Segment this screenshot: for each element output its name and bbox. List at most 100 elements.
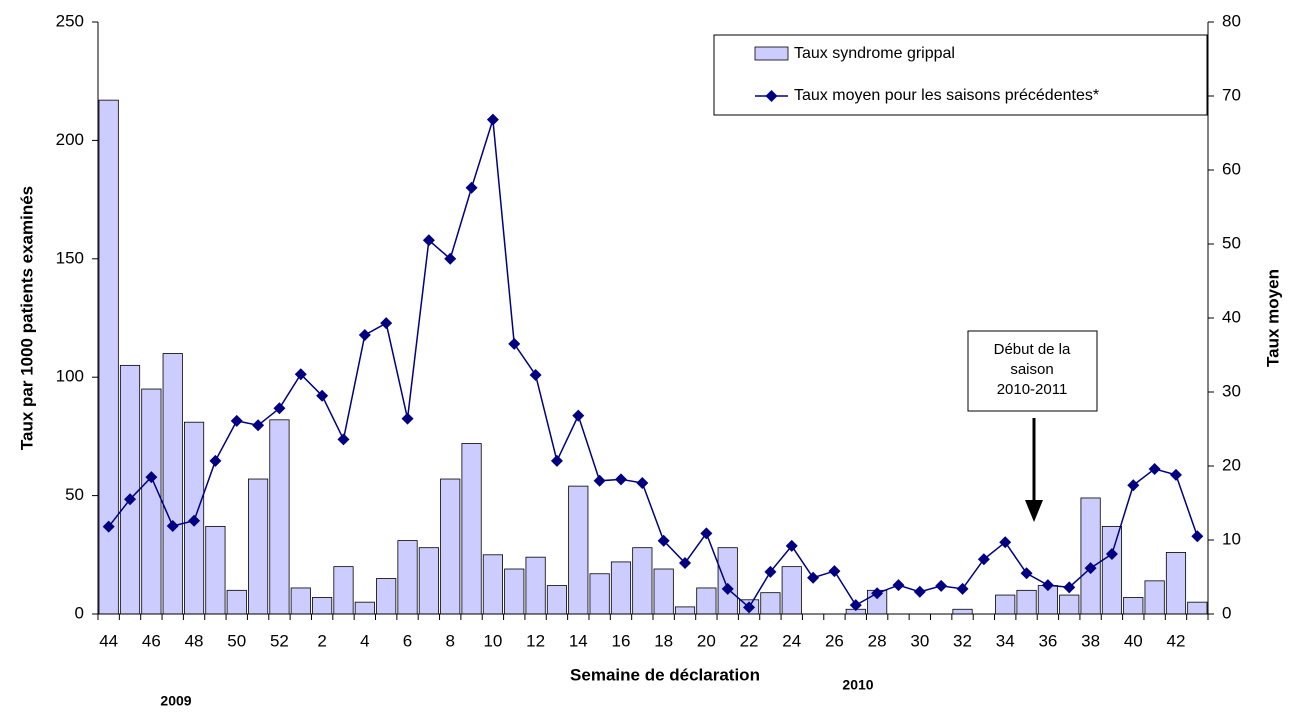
bar (418, 547, 439, 615)
line-marker (956, 582, 969, 595)
y-axis-label: Taux par 1000 patients examinés (17, 186, 36, 450)
bar (1080, 497, 1101, 615)
bar (162, 353, 183, 615)
line-marker (1084, 562, 1097, 575)
line-marker (252, 419, 265, 432)
line-marker (807, 571, 820, 584)
x-tick-label: 2 (317, 631, 326, 650)
line-marker (1148, 462, 1161, 475)
bar (504, 568, 525, 615)
x-tick-label: 22 (740, 631, 759, 650)
line-marker (828, 565, 841, 578)
annotation-text: saison (1010, 361, 1053, 378)
y-tick-label: 200 (56, 130, 84, 149)
x-tick-label: 44 (99, 631, 118, 650)
line-marker (209, 454, 222, 467)
line-marker (679, 556, 692, 569)
line-marker (508, 337, 521, 350)
bar (589, 573, 610, 615)
bar (354, 601, 375, 615)
line-marker (124, 493, 137, 506)
bar (226, 589, 247, 615)
y2-tick-label: 20 (1222, 455, 1241, 474)
bar (1123, 597, 1144, 615)
x-tick-label: 40 (1124, 631, 1143, 650)
line-marker (849, 599, 862, 612)
bar (141, 388, 162, 615)
line-marker (593, 474, 606, 487)
y2-tick-label: 50 (1222, 233, 1241, 252)
line-marker (977, 553, 990, 566)
x-tick-label: 32 (953, 631, 972, 650)
x-tick-label: 8 (445, 631, 454, 650)
x-tick-label: 24 (782, 631, 801, 650)
line-marker (337, 433, 350, 446)
y2-tick-label: 30 (1222, 381, 1241, 400)
line-marker (657, 534, 670, 547)
line-marker (273, 402, 286, 415)
line-marker (166, 519, 179, 532)
line-marker (102, 520, 115, 533)
line-marker (380, 317, 393, 330)
x-tick-label: 12 (526, 631, 545, 650)
bar (674, 606, 696, 615)
x-tick-label: 20 (697, 631, 716, 650)
line (108, 119, 1199, 609)
bar (1059, 594, 1080, 615)
line-marker (743, 601, 756, 614)
bar (1144, 580, 1165, 615)
line-marker (700, 527, 713, 540)
x-tick-label: 50 (227, 631, 246, 650)
bar (461, 443, 482, 615)
x-axis-label: Semaine de déclaration (570, 665, 760, 684)
bar (312, 597, 333, 615)
line-marker (294, 368, 307, 381)
line-marker (550, 454, 563, 467)
bar (98, 99, 119, 615)
x-tick-label: 52 (270, 631, 289, 650)
line-marker (529, 368, 542, 381)
bar (290, 587, 311, 615)
bar (333, 566, 354, 615)
y2-tick-label: 0 (1222, 603, 1231, 622)
x-tick-label: 30 (910, 631, 929, 650)
x-tick-label: 18 (654, 631, 673, 650)
x-tick-label: 36 (1038, 631, 1057, 650)
bar (1101, 525, 1123, 615)
y2-tick-label: 70 (1222, 85, 1241, 104)
bar (546, 585, 568, 615)
bar (696, 587, 717, 615)
bar (440, 478, 461, 615)
line-marker (465, 181, 478, 194)
bar (205, 525, 226, 615)
line-marker (444, 252, 457, 265)
line-marker (188, 514, 201, 527)
line-marker (614, 473, 627, 486)
line-marker (1063, 581, 1076, 594)
bar (269, 419, 290, 615)
annotation-text: 2010-2011 (997, 381, 1068, 398)
y-tick-label: 0 (75, 603, 84, 622)
x-tick-label: 26 (825, 631, 844, 650)
bar (248, 478, 269, 615)
line-marker (1127, 479, 1140, 492)
line-marker (1105, 548, 1118, 561)
y2-axis-label: Taux moyen (1263, 269, 1282, 367)
y2-tick-label: 40 (1222, 307, 1241, 326)
x-tick-label: 48 (185, 631, 204, 650)
line-marker (935, 579, 948, 592)
legend-label: Taux moyen pour les saisons précédentes* (794, 87, 1099, 104)
x-tick-label: 46 (142, 631, 161, 650)
line-marker (999, 536, 1012, 549)
y-tick-label: 100 (56, 367, 84, 386)
y2-tick-label: 80 (1222, 11, 1241, 30)
year-label: 2010 (842, 677, 873, 693)
year-label: 2009 (160, 693, 191, 709)
x-tick-label: 42 (1167, 631, 1186, 650)
bar (610, 561, 632, 615)
line-marker (572, 409, 585, 422)
bar (781, 566, 802, 615)
line-marker (913, 585, 926, 598)
bar (119, 364, 141, 615)
